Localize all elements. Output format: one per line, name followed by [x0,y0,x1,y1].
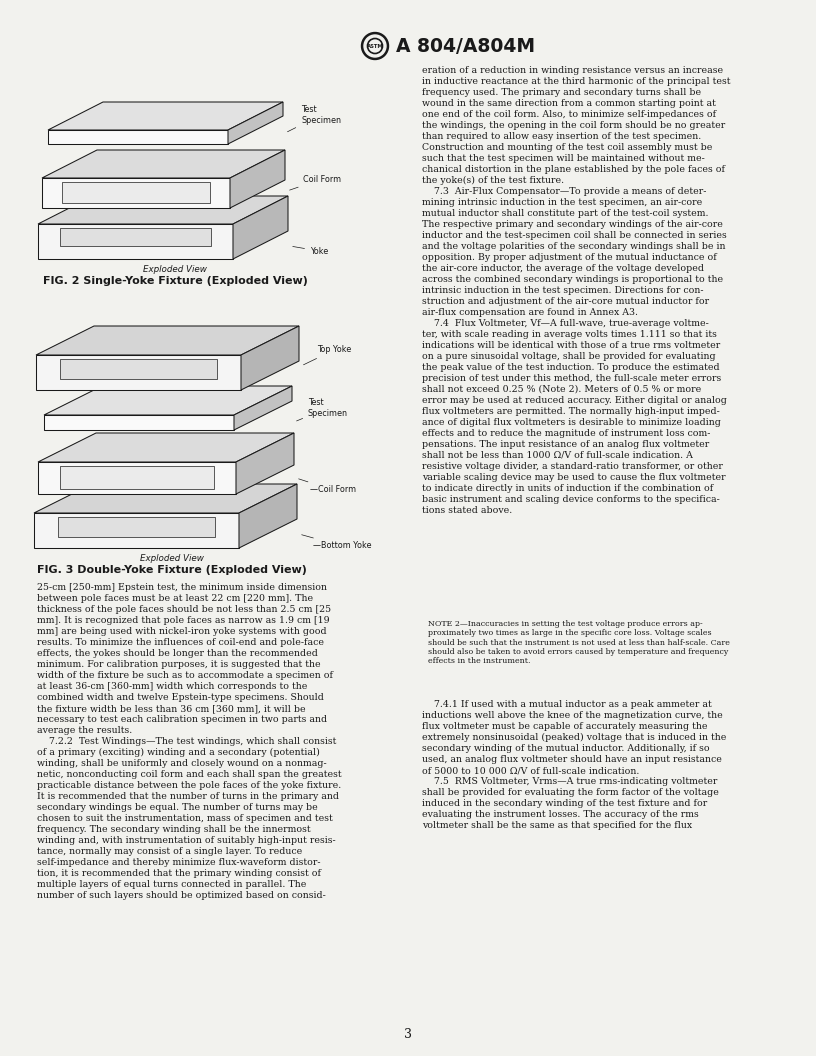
Polygon shape [34,513,239,548]
Text: FIG. 2 Single-Yoke Fixture (Exploded View): FIG. 2 Single-Yoke Fixture (Exploded Vie… [42,276,308,286]
Text: eration of a reduction in winding resistance versus an increase
in inductive rea: eration of a reduction in winding resist… [422,65,730,515]
Text: A 804/A804M: A 804/A804M [396,37,535,56]
Polygon shape [230,150,285,208]
Polygon shape [228,102,283,144]
Polygon shape [236,433,294,494]
Text: 3: 3 [404,1029,412,1041]
Text: Test
Specimen: Test Specimen [287,106,341,132]
Polygon shape [241,326,299,390]
Polygon shape [62,182,210,203]
Polygon shape [60,466,214,489]
Polygon shape [36,355,241,390]
Polygon shape [239,484,297,548]
Polygon shape [38,433,294,463]
Text: 25-cm [250-mm] Epstein test, the minimum inside dimension
between pole faces mus: 25-cm [250-mm] Epstein test, the minimum… [37,583,342,900]
Text: Exploded View: Exploded View [143,265,207,274]
Polygon shape [60,359,217,379]
Text: Exploded View: Exploded View [140,554,204,563]
Text: Coil Form: Coil Form [290,174,341,190]
Polygon shape [60,228,211,246]
Polygon shape [234,386,292,430]
Text: —Coil Form: —Coil Form [299,478,356,494]
Polygon shape [42,150,285,178]
Polygon shape [44,415,234,430]
Polygon shape [38,463,236,494]
Polygon shape [38,224,233,259]
Polygon shape [38,196,288,224]
Text: Top Yoke: Top Yoke [304,345,351,364]
Text: FIG. 3 Double-Yoke Fixture (Exploded View): FIG. 3 Double-Yoke Fixture (Exploded Vie… [37,565,307,576]
Polygon shape [58,517,215,538]
Polygon shape [48,130,228,144]
Polygon shape [42,178,230,208]
Text: Yoke: Yoke [293,246,328,256]
Text: ASTM: ASTM [366,43,384,49]
Text: 7.4.1 If used with a mutual inductor as a peak ammeter at
inductions well above : 7.4.1 If used with a mutual inductor as … [422,700,726,830]
Circle shape [361,33,388,59]
Polygon shape [36,326,299,355]
Text: Test
Specimen: Test Specimen [296,398,348,421]
Circle shape [364,35,386,57]
Polygon shape [48,102,283,130]
Polygon shape [44,386,292,415]
Text: NOTE 2—Inaccuracies in setting the test voltage produce errors ap-
proximately t: NOTE 2—Inaccuracies in setting the test … [428,620,730,665]
Polygon shape [34,484,297,513]
Polygon shape [233,196,288,259]
Text: —Bottom Yoke: —Bottom Yoke [302,534,371,550]
